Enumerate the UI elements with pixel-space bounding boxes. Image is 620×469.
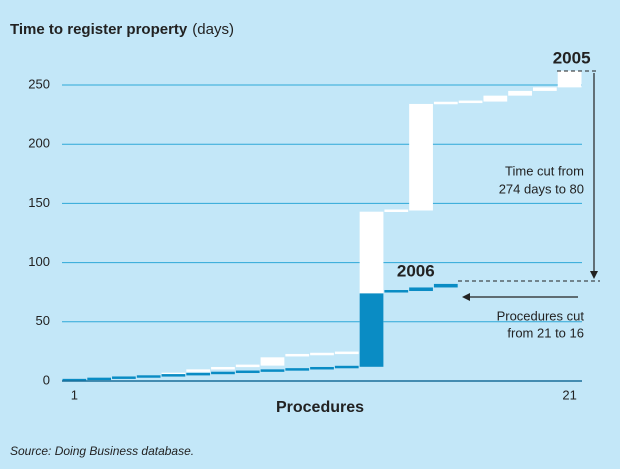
bar (136, 375, 161, 378)
bar (384, 290, 409, 293)
annotation-layer: Time cut from 274 days to 80 Procedures … (458, 70, 600, 340)
chart-title-group: Time to register property (days) (10, 21, 234, 38)
bar (235, 370, 260, 374)
y-tick-label: 150 (28, 195, 50, 210)
bar (508, 90, 532, 96)
bar (458, 100, 483, 104)
bar (62, 378, 87, 382)
series-label: 2005 (553, 48, 591, 67)
bar (433, 283, 458, 288)
arrow-head (462, 293, 470, 301)
series-label: 2006 (397, 261, 435, 280)
source: Source: Doing Business database. (10, 444, 194, 458)
bar (186, 369, 211, 372)
annotation: Procedures cut (497, 308, 585, 323)
bar (409, 287, 433, 292)
bar (186, 372, 211, 376)
bar (87, 377, 112, 381)
y-tick-label: 0 (43, 372, 50, 387)
bar (359, 293, 384, 367)
bar (285, 368, 310, 371)
plot: 0 50 100 150 200 250 1 21 2005 2006 (28, 48, 590, 402)
y-tick-label: 200 (28, 136, 50, 151)
chart-title: Time to register property (10, 21, 188, 38)
annotation: from 21 to 16 (507, 325, 584, 340)
y-tick-label: 100 (28, 254, 50, 269)
y-tick-label: 250 (28, 76, 50, 91)
annotation: Time cut from (505, 163, 584, 178)
bar (433, 101, 458, 105)
bar (235, 364, 260, 368)
bar (483, 95, 508, 102)
annotation: 274 days to 80 (499, 181, 584, 196)
bar (285, 353, 310, 357)
bar (260, 369, 285, 372)
bar (310, 366, 334, 370)
bar (211, 371, 235, 375)
bar (409, 103, 433, 211)
bar (310, 352, 334, 356)
bar (161, 374, 186, 377)
bar (384, 209, 409, 213)
x-tick-label: 1 (71, 387, 78, 402)
x-tick-label: 21 (562, 387, 576, 402)
bar (112, 376, 136, 379)
bar (334, 365, 359, 369)
arrow-head (590, 271, 598, 279)
y-tick-label: 50 (36, 313, 50, 328)
chart-unit: (days) (192, 21, 234, 38)
x-axis-label: Procedures (276, 399, 364, 416)
bar (557, 70, 582, 88)
bar (334, 351, 359, 355)
bar (211, 366, 235, 370)
bar (532, 87, 557, 91)
bar (260, 357, 285, 366)
